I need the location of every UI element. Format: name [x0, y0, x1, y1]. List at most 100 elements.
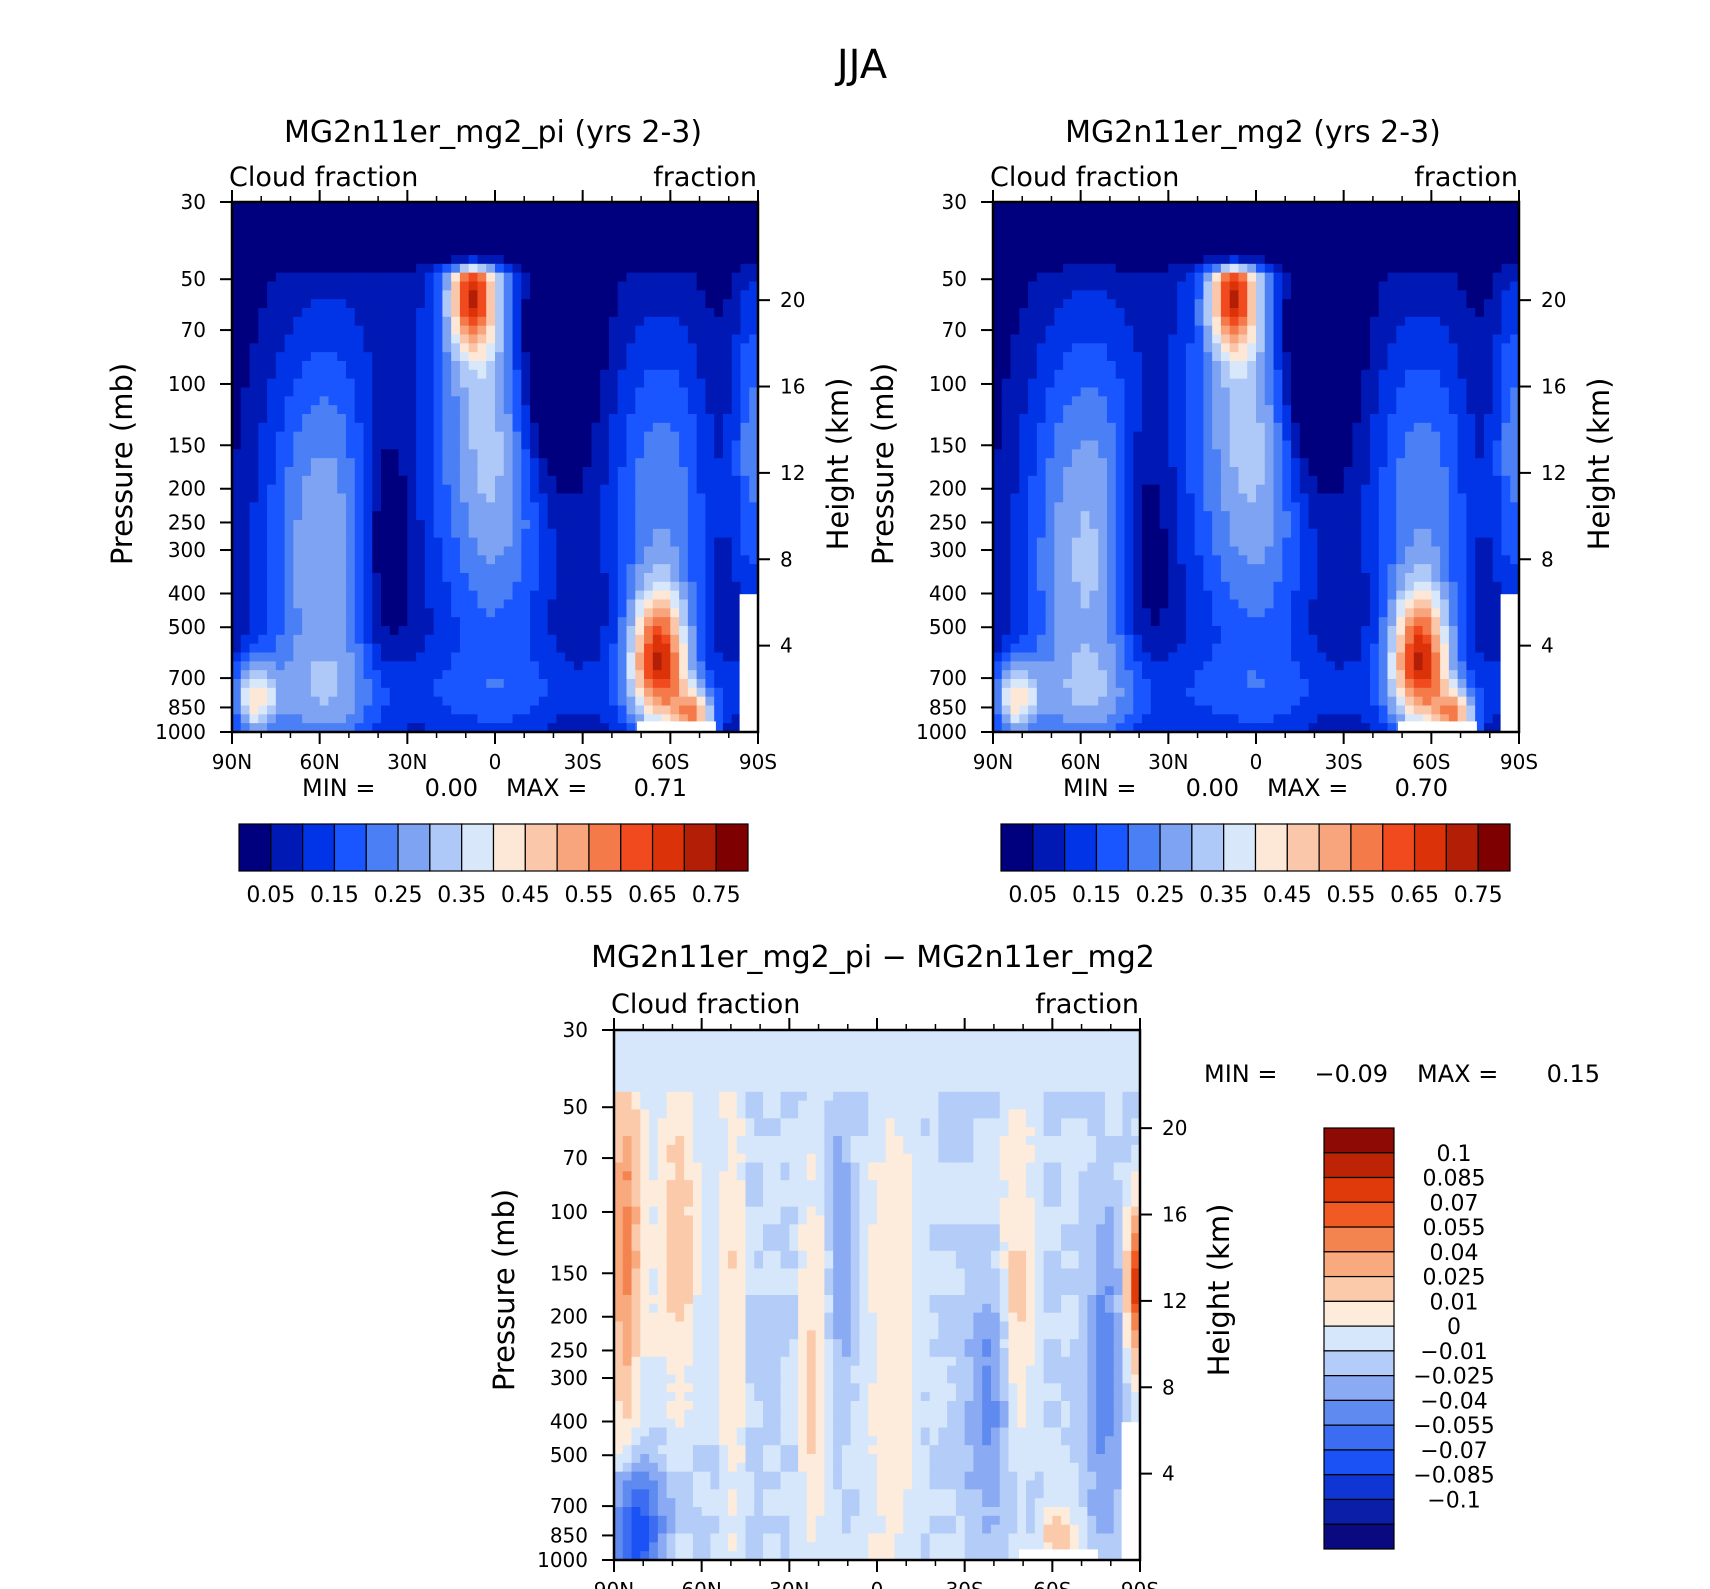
contour-cell	[714, 617, 724, 627]
contour-cell	[372, 608, 382, 618]
contour-cell	[495, 502, 505, 512]
contour-cell	[1071, 237, 1082, 247]
contour-cell	[407, 325, 417, 336]
contour-cell	[644, 325, 654, 336]
contour-cell	[477, 431, 487, 442]
contour-cell	[626, 643, 636, 654]
contour-cell	[1185, 237, 1196, 247]
contour-cell	[1168, 219, 1178, 230]
contour-cell	[635, 210, 645, 221]
contour-cell	[547, 493, 557, 503]
contour-cell	[468, 272, 479, 283]
contour-cell	[591, 210, 601, 221]
contour-cell	[1106, 343, 1117, 353]
contour-cell	[249, 723, 259, 733]
contour-cell	[556, 626, 566, 636]
contour-cell	[451, 449, 461, 459]
contour-cell	[1387, 352, 1397, 362]
contour-cell	[1273, 202, 1283, 212]
contour-cell	[608, 361, 619, 371]
contour-cell	[232, 237, 242, 247]
contour-cell	[345, 325, 356, 336]
contour-cell	[240, 723, 251, 733]
contour-cell	[477, 573, 487, 583]
contour-cell	[1098, 343, 1108, 353]
contour-cell	[1247, 219, 1257, 230]
contour-cell	[661, 626, 671, 636]
contour-cell	[1405, 316, 1415, 327]
contour-cell	[495, 308, 505, 318]
contour-cell	[1098, 255, 1108, 265]
contour-cell	[486, 316, 496, 327]
contour-cell	[1361, 334, 1371, 344]
contour-cell	[442, 634, 452, 645]
contour-cell	[687, 573, 698, 583]
contour-cell	[275, 422, 286, 433]
contour-cell	[608, 520, 619, 530]
contour-cell	[1238, 316, 1248, 327]
contour-cell	[389, 528, 400, 539]
contour-cell	[547, 405, 557, 415]
contour-cell	[687, 626, 698, 636]
contour-cell	[582, 546, 593, 556]
contour-cell	[547, 661, 557, 671]
contour-cell	[714, 475, 724, 486]
contour-cell	[1422, 202, 1432, 212]
contour-cell	[363, 626, 373, 636]
contour-cell	[679, 520, 689, 530]
contour-cell	[345, 590, 356, 601]
contour-cell	[617, 511, 628, 521]
contour-cell	[1089, 361, 1099, 371]
contour-cell	[442, 493, 452, 503]
contour-cell	[1448, 263, 1459, 274]
contour-cell	[582, 422, 593, 433]
contour-cell	[1282, 281, 1292, 291]
contour-cell	[687, 696, 698, 707]
contour-cell	[1317, 316, 1327, 327]
contour-cell	[459, 475, 470, 486]
contour-cell	[1501, 325, 1511, 336]
contour-cell	[310, 458, 321, 468]
contour-cell	[1001, 369, 1012, 380]
contour-cell	[1071, 334, 1082, 344]
contour-cell	[512, 573, 522, 583]
contour-cell	[495, 219, 505, 230]
contour-cell	[389, 449, 400, 459]
contour-cell	[293, 475, 303, 486]
contour-cell	[345, 263, 356, 274]
contour-cell	[1501, 246, 1511, 256]
contour-cell	[1422, 281, 1432, 291]
contour-cell	[722, 290, 733, 300]
contour-cell	[635, 590, 645, 601]
contour-cell	[1343, 316, 1354, 327]
contour-cell	[442, 696, 452, 707]
contour-cell	[354, 643, 365, 654]
contour-cell	[468, 210, 479, 221]
contour-cell	[731, 617, 742, 627]
contour-cell	[310, 210, 321, 221]
contour-cell	[240, 272, 251, 283]
contour-cell	[1203, 210, 1213, 221]
contour-cell	[1220, 263, 1231, 274]
contour-cell	[644, 475, 654, 486]
contour-cell	[652, 705, 663, 715]
contour-cell	[1063, 272, 1073, 283]
contour-cell	[1203, 352, 1213, 362]
contour-cell	[1185, 263, 1196, 274]
contour-cell	[521, 467, 531, 477]
contour-cell	[652, 467, 663, 477]
contour-cell	[486, 325, 496, 336]
contour-cell	[722, 387, 733, 397]
contour-cell	[679, 369, 689, 380]
contour-cell	[275, 520, 286, 530]
contour-cell	[1177, 272, 1187, 283]
contour-cell	[608, 687, 619, 698]
contour-cell	[416, 714, 426, 724]
contour-cell	[451, 237, 461, 247]
contour-cell	[345, 493, 356, 503]
x-tick-label: 0	[489, 750, 502, 774]
contour-cell	[337, 325, 347, 336]
contour-cell	[319, 458, 330, 468]
contour-cell	[573, 546, 584, 556]
contour-cell	[1431, 237, 1441, 247]
